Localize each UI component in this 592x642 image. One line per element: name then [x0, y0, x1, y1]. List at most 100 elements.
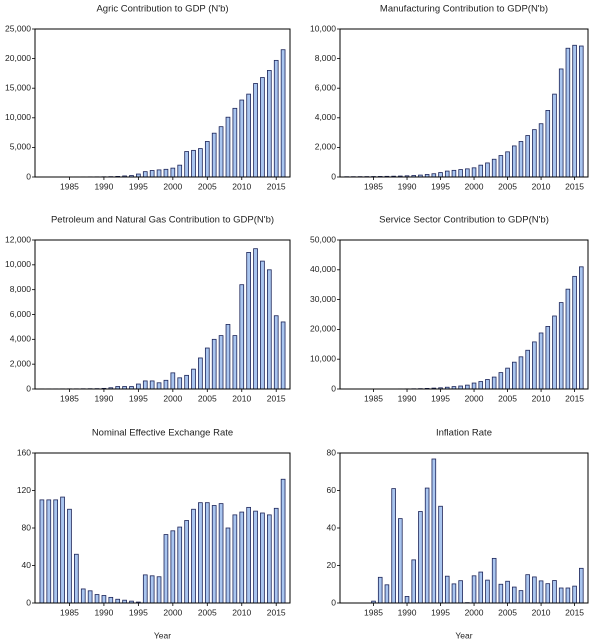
bar	[149, 380, 155, 390]
bar	[491, 557, 497, 604]
bar	[198, 148, 203, 178]
x-tick-label: 2010	[232, 607, 251, 617]
x-tick-label: 2000	[465, 393, 484, 403]
x-tick-label: 2010	[232, 181, 251, 191]
bar	[444, 170, 450, 178]
y-tick-label: 8,000	[315, 53, 337, 63]
bar	[572, 275, 577, 390]
chart-title: Service Sector Contribution to GDP(N'b)	[379, 215, 549, 226]
bar	[558, 302, 564, 390]
bar	[491, 376, 497, 390]
bar	[418, 511, 423, 604]
x-axis-label: Year	[154, 630, 171, 640]
x-tick-label: 1990	[398, 181, 417, 191]
bar	[246, 506, 251, 604]
plot-frame	[339, 28, 589, 178]
bar	[232, 335, 238, 390]
bar	[170, 167, 176, 178]
bar	[465, 384, 470, 390]
bar	[273, 507, 279, 604]
x-tick-label: 1995	[129, 181, 148, 191]
x-tick-label: 1995	[431, 181, 450, 191]
bar	[458, 169, 463, 178]
bar	[565, 587, 571, 604]
bar	[511, 145, 517, 178]
x-tick-label: 2015	[267, 393, 286, 403]
y-tick-label: 40	[327, 522, 337, 532]
bar	[525, 135, 530, 178]
bar	[60, 496, 65, 604]
bar	[465, 168, 470, 178]
bar	[74, 553, 79, 604]
bar	[579, 567, 584, 604]
y-tick-label: 0	[26, 171, 31, 181]
bar	[280, 478, 286, 604]
bar	[384, 584, 390, 604]
bar	[505, 367, 510, 390]
x-tick-label: 2005	[198, 607, 217, 617]
bar	[572, 44, 577, 178]
y-tick-label: 15,000	[5, 82, 31, 92]
bar	[266, 269, 272, 390]
bar	[478, 571, 484, 604]
bar	[156, 382, 162, 390]
y-tick-label: 10,000	[310, 353, 336, 363]
bar	[225, 116, 231, 178]
y-tick-label: 25,000	[5, 23, 31, 33]
bar	[94, 594, 100, 604]
x-axis-label: Year	[455, 630, 472, 640]
bar	[579, 266, 584, 390]
y-tick-label: 20,000	[5, 53, 31, 63]
y-tick-label: 160	[17, 447, 31, 457]
y-tick-label: 10,000	[5, 112, 31, 122]
bar	[149, 575, 155, 604]
bar	[538, 580, 544, 604]
bar	[444, 575, 450, 604]
bar	[438, 505, 443, 604]
bar	[246, 252, 251, 390]
bar	[458, 580, 463, 604]
y-tick-label: 4,000	[10, 334, 32, 344]
bar	[377, 576, 383, 604]
bar	[177, 164, 183, 178]
y-tick-label: 5,000	[10, 142, 32, 152]
y-tick-label: 10,000	[5, 259, 31, 269]
chart-title: Agric Contribution to GDP (N'b)	[96, 4, 228, 15]
x-tick-label: 2010	[232, 393, 251, 403]
x-tick-label: 1990	[94, 607, 113, 617]
bar	[163, 534, 169, 604]
y-tick-label: 50,000	[310, 234, 336, 244]
bar	[424, 487, 430, 604]
bar	[163, 168, 169, 178]
y-tick-label: 0	[26, 383, 31, 393]
bar	[170, 530, 176, 604]
y-tick-label: 40	[22, 560, 32, 570]
bar	[184, 374, 189, 390]
bar	[218, 503, 224, 604]
bar	[411, 559, 417, 604]
bar	[39, 499, 45, 604]
bar	[191, 149, 196, 178]
y-tick-label: 40,000	[310, 264, 336, 274]
bar	[67, 508, 72, 604]
bar	[505, 151, 510, 178]
plot-frame	[34, 239, 291, 390]
y-tick-label: 12,000	[5, 234, 31, 244]
bar	[239, 99, 245, 178]
y-tick-label: 0	[331, 383, 336, 393]
x-tick-label: 1985	[364, 393, 383, 403]
bar	[163, 379, 169, 390]
y-tick-label: 0	[331, 171, 336, 181]
x-tick-label: 2010	[532, 393, 551, 403]
bar	[478, 381, 484, 390]
x-tick-label: 2000	[163, 181, 182, 191]
bar	[136, 383, 141, 390]
chart-title: Inflation Rate	[436, 428, 492, 439]
bar	[518, 141, 524, 178]
bar	[485, 379, 490, 390]
bar	[156, 169, 162, 178]
plot-frame	[34, 28, 291, 178]
plot-frame	[34, 452, 291, 604]
y-tick-label: 120	[17, 485, 31, 495]
